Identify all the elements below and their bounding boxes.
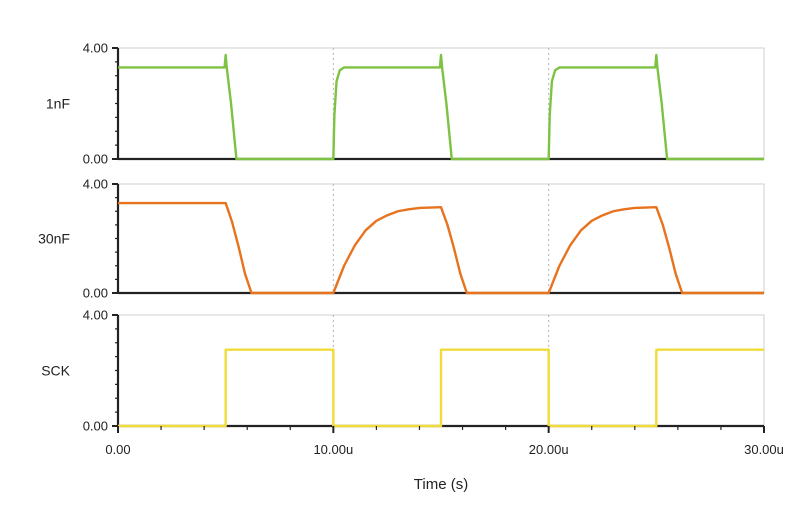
x-tick-label: 0.00 <box>105 442 130 457</box>
y-tick-label: 4.00 <box>83 177 108 192</box>
x-tick-label: 20.00u <box>529 442 569 457</box>
series-line-sck <box>118 348 764 428</box>
x-axis: 0.00 10.00u 20.00u 30.00u <box>105 426 784 457</box>
panel-label: SCK <box>41 363 70 379</box>
x-tick-label: 30.00u <box>744 442 784 457</box>
panel-1nf: 4.00 0.00 1nF <box>46 41 765 167</box>
series-line-30nf <box>118 201 764 295</box>
x-tick-label: 10.00u <box>313 442 353 457</box>
panel-sck: 4.00 0.00 SCK <box>41 308 765 434</box>
y-tick-label: 4.00 <box>83 308 108 323</box>
panel-30nf: 4.00 0.00 30nF <box>38 177 765 301</box>
y-tick-label: 4.00 <box>83 41 108 56</box>
series-line-1nf <box>118 53 764 161</box>
panels: 4.00 0.00 1nF 4.00 0.00 30nF 4.00 0.00 SCK <box>38 41 765 434</box>
panel-label: 30nF <box>38 231 70 247</box>
panel-label: 1nF <box>46 96 70 112</box>
y-tick-label: 0.00 <box>83 286 108 301</box>
x-axis-title: Time (s) <box>414 476 468 493</box>
y-tick-label: 0.00 <box>83 419 108 434</box>
y-tick-label: 0.00 <box>83 152 108 167</box>
